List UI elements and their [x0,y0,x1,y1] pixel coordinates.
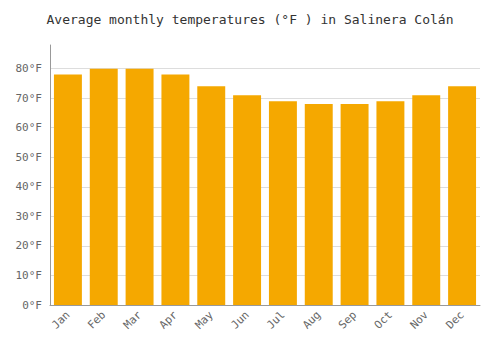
svg-text:Feb: Feb [85,308,108,331]
svg-text:Sep: Sep [336,308,359,331]
svg-text:Apr: Apr [157,308,180,331]
svg-text:Oct: Oct [372,308,395,331]
svg-text:50°F: 50°F [16,151,43,164]
svg-text:Jan: Jan [49,308,72,331]
svg-text:20°F: 20°F [16,239,43,252]
svg-text:Dec: Dec [443,308,466,331]
svg-text:40°F: 40°F [16,180,43,193]
svg-text:80°F: 80°F [16,62,43,75]
svg-text:0°F: 0°F [22,299,42,312]
svg-text:May: May [193,308,216,331]
svg-text:10°F: 10°F [16,269,43,282]
svg-text:Mar: Mar [121,308,144,331]
svg-text:Aug: Aug [300,308,323,331]
svg-text:70°F: 70°F [16,92,43,105]
svg-text:Jul: Jul [264,308,287,331]
svg-text:30°F: 30°F [16,210,43,223]
svg-text:Average monthly temperatures (: Average monthly temperatures (°F ) in Sa… [47,12,454,27]
svg-text:Jun: Jun [228,308,251,331]
svg-text:Nov: Nov [408,308,431,331]
svg-text:60°F: 60°F [16,121,43,134]
